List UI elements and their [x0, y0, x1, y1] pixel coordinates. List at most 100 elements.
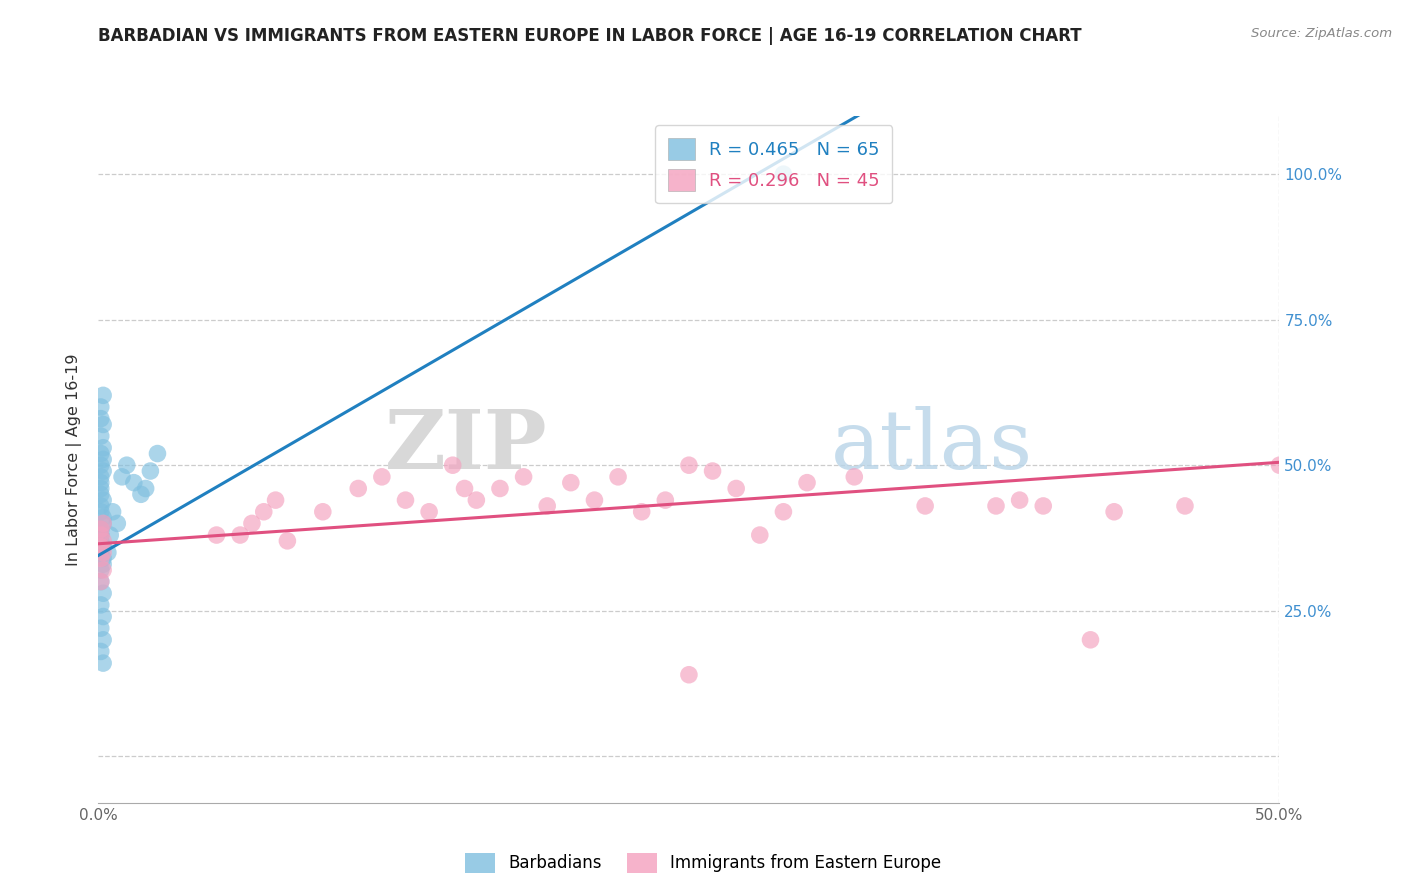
- Point: [90, 574, 112, 589]
- Point: [394, 493, 416, 508]
- Point: [583, 493, 606, 508]
- Point: [90, 551, 112, 566]
- Point: [101, 505, 124, 519]
- Point: [91, 516, 114, 531]
- Point: [772, 505, 794, 519]
- Text: ZIP: ZIP: [385, 406, 547, 485]
- Point: [90, 540, 112, 554]
- Point: [91, 464, 114, 478]
- Point: [702, 464, 724, 478]
- Point: [90, 522, 112, 536]
- Point: [90, 545, 112, 559]
- Point: [607, 470, 630, 484]
- Point: [91, 540, 114, 554]
- Point: [129, 487, 152, 501]
- Point: [91, 493, 114, 508]
- Point: [91, 609, 114, 624]
- Point: [90, 533, 112, 548]
- Text: atlas: atlas: [831, 406, 1033, 485]
- Point: [146, 446, 169, 460]
- Point: [90, 505, 112, 519]
- Point: [91, 563, 114, 577]
- Point: [465, 493, 488, 508]
- Point: [1080, 632, 1102, 647]
- Point: [91, 417, 114, 432]
- Point: [453, 482, 475, 496]
- Point: [91, 533, 114, 548]
- Point: [91, 388, 114, 402]
- Point: [347, 482, 370, 496]
- Point: [90, 563, 112, 577]
- Point: [725, 482, 748, 496]
- Point: [122, 475, 145, 490]
- Point: [630, 505, 652, 519]
- Point: [91, 656, 114, 670]
- Point: [512, 470, 534, 484]
- Point: [90, 446, 112, 460]
- Point: [90, 621, 112, 635]
- Point: [1102, 505, 1125, 519]
- Point: [205, 528, 228, 542]
- Point: [489, 482, 512, 496]
- Point: [90, 429, 112, 443]
- Point: [264, 493, 287, 508]
- Point: [984, 499, 1007, 513]
- Point: [91, 510, 114, 524]
- Point: [91, 632, 114, 647]
- Point: [90, 522, 112, 536]
- Text: Source: ZipAtlas.com: Source: ZipAtlas.com: [1251, 27, 1392, 40]
- Point: [441, 458, 464, 473]
- Point: [91, 551, 114, 566]
- Point: [90, 475, 112, 490]
- Point: [844, 470, 866, 484]
- Point: [90, 458, 112, 473]
- Point: [97, 545, 120, 559]
- Point: [90, 574, 112, 589]
- Point: [90, 528, 112, 542]
- Point: [90, 528, 112, 542]
- Point: [772, 167, 794, 181]
- Point: [312, 505, 335, 519]
- Point: [914, 499, 936, 513]
- Point: [90, 482, 112, 496]
- Point: [1174, 499, 1197, 513]
- Point: [90, 400, 112, 414]
- Point: [91, 516, 114, 531]
- Point: [91, 441, 114, 455]
- Point: [91, 557, 114, 571]
- Point: [229, 528, 252, 542]
- Point: [560, 475, 582, 490]
- Point: [678, 458, 700, 473]
- Text: BARBADIAN VS IMMIGRANTS FROM EASTERN EUROPE IN LABOR FORCE | AGE 16-19 CORRELATI: BARBADIAN VS IMMIGRANTS FROM EASTERN EUR…: [98, 27, 1083, 45]
- Point: [748, 528, 770, 542]
- Point: [91, 586, 114, 600]
- Point: [536, 499, 558, 513]
- Point: [796, 475, 818, 490]
- Point: [371, 470, 394, 484]
- Point: [418, 505, 440, 519]
- Legend: Barbadians, Immigrants from Eastern Europe: Barbadians, Immigrants from Eastern Euro…: [458, 847, 948, 880]
- Point: [90, 644, 112, 658]
- Point: [90, 598, 112, 612]
- Point: [98, 528, 121, 542]
- Point: [678, 667, 700, 681]
- Point: [253, 505, 276, 519]
- Legend: R = 0.465   N = 65, R = 0.296   N = 45: R = 0.465 N = 65, R = 0.296 N = 45: [655, 125, 893, 203]
- Point: [105, 516, 128, 531]
- Point: [90, 411, 112, 425]
- Point: [654, 493, 676, 508]
- Point: [90, 540, 112, 554]
- Point: [1032, 499, 1054, 513]
- Point: [276, 533, 298, 548]
- Point: [111, 470, 134, 484]
- Point: [90, 528, 112, 542]
- Point: [1008, 493, 1031, 508]
- Y-axis label: In Labor Force | Age 16-19: In Labor Force | Age 16-19: [66, 353, 83, 566]
- Point: [91, 545, 114, 559]
- Point: [115, 458, 138, 473]
- Point: [1268, 458, 1291, 473]
- Point: [90, 499, 112, 513]
- Point: [240, 516, 263, 531]
- Point: [91, 452, 114, 467]
- Point: [139, 464, 162, 478]
